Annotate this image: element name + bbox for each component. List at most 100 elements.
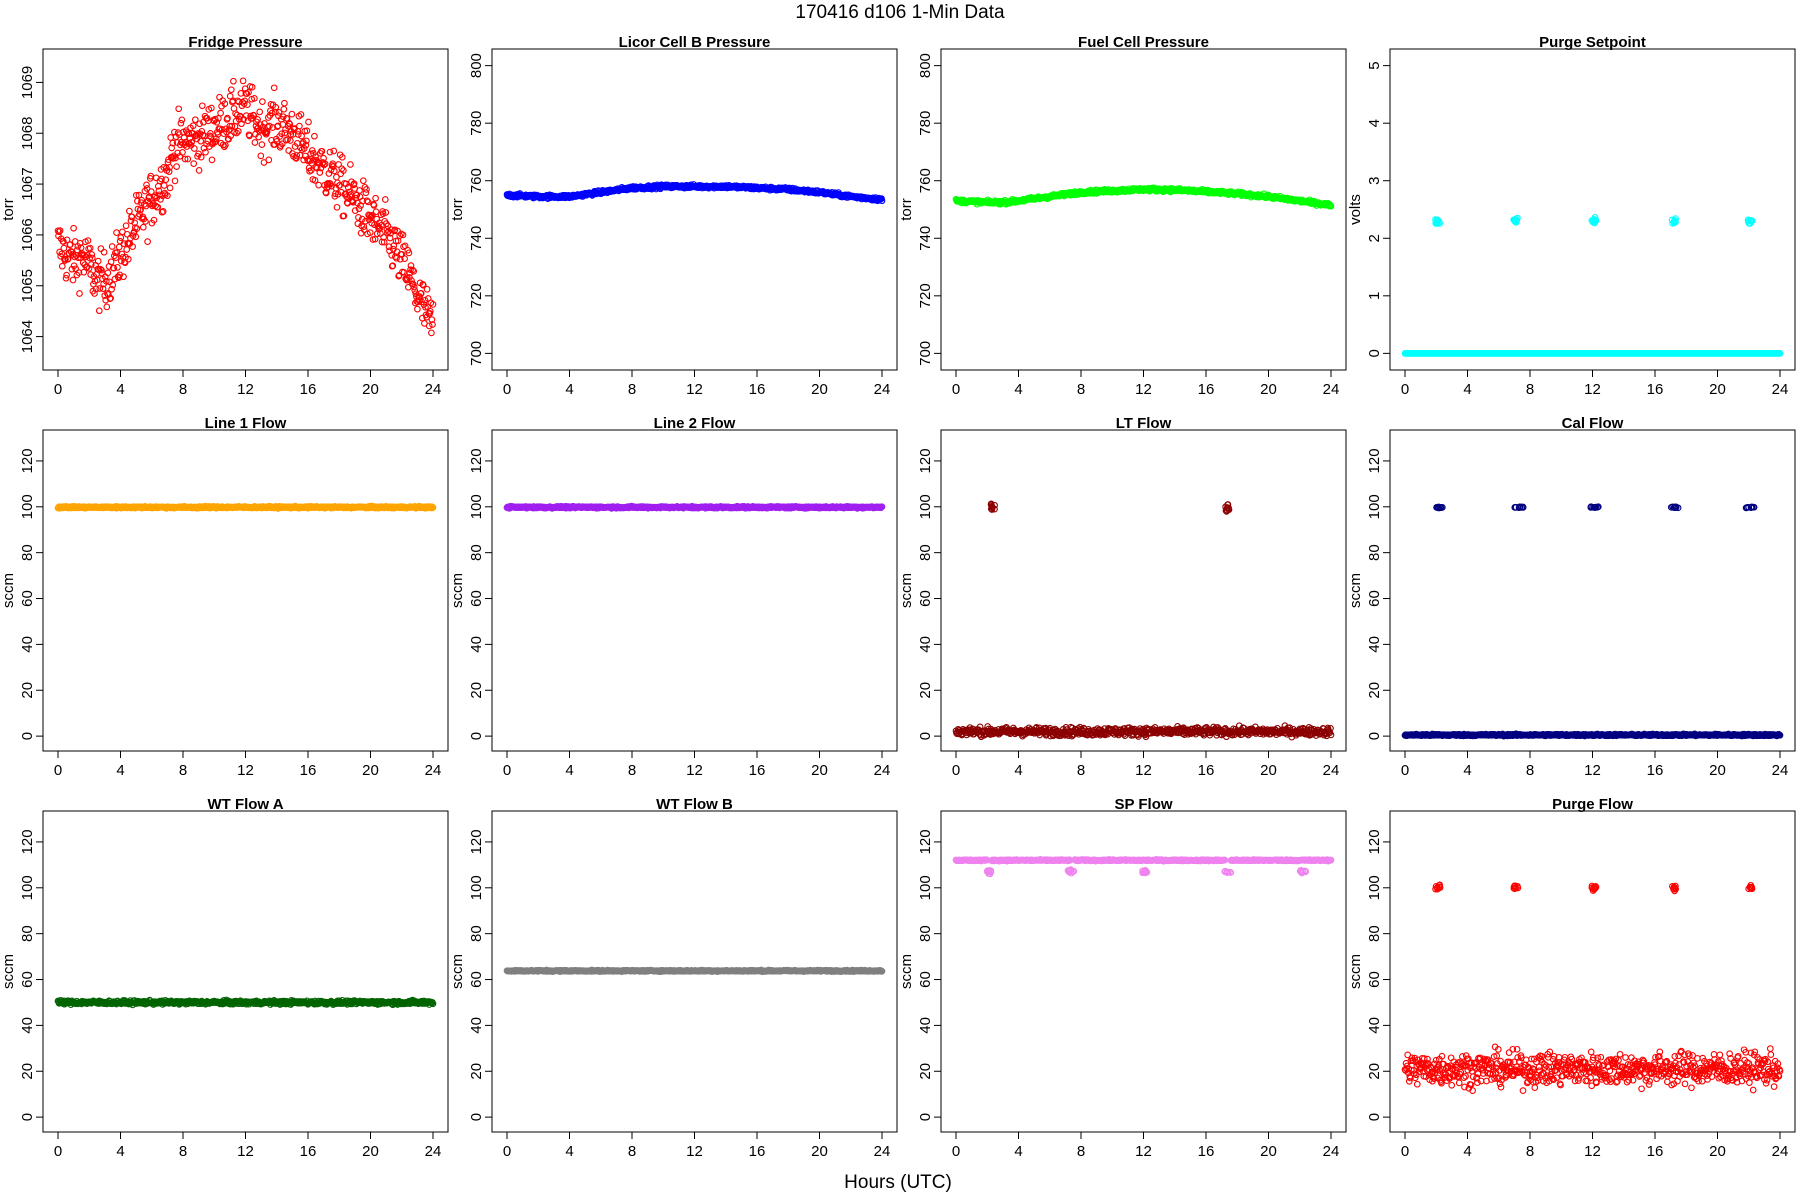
data-point (356, 187, 363, 194)
data-point (55, 228, 63, 236)
data-point (239, 77, 247, 85)
data-point (409, 266, 416, 274)
data-point (330, 147, 338, 155)
data-point (1670, 218, 1678, 225)
y-tick-label: 100 (917, 494, 934, 519)
data-point (258, 141, 266, 148)
x-tick-label: 8 (179, 762, 187, 779)
data-point (124, 255, 132, 263)
data-point (190, 160, 198, 167)
data-point (114, 264, 121, 271)
data-point (116, 271, 124, 279)
data-point (80, 268, 88, 276)
data-point (263, 128, 271, 135)
data-point (228, 122, 236, 130)
data-point (76, 290, 83, 297)
x-tick-label: 12 (237, 381, 254, 398)
data-point (259, 98, 266, 105)
data-point (256, 108, 264, 116)
x-tick-label: 12 (686, 381, 703, 398)
x-tick-label: 12 (1584, 381, 1601, 398)
data-point (164, 192, 171, 199)
data-point (380, 233, 387, 241)
data-point (143, 185, 151, 192)
data-point (198, 102, 206, 110)
y-tick-label: 100 (468, 494, 485, 519)
data-point (212, 135, 220, 143)
y-tick-label: 740 (917, 226, 934, 251)
data-point (251, 139, 259, 146)
data-point (377, 230, 384, 237)
y-tick-label: 800 (917, 53, 934, 78)
data-point (222, 141, 229, 149)
data-series (503, 502, 886, 512)
x-tick-label: 4 (1463, 381, 1471, 398)
data-point (131, 219, 139, 227)
data-point (265, 156, 273, 164)
data-point (102, 277, 110, 285)
data-point (288, 110, 296, 118)
data-point (227, 86, 235, 94)
plot-frame (42, 429, 449, 752)
data-point (362, 189, 370, 197)
x-tick-label: 12 (686, 762, 703, 779)
data-point (303, 137, 310, 145)
data-point (411, 287, 419, 294)
data-point (97, 265, 104, 273)
data-point (127, 217, 135, 225)
data-point (285, 147, 293, 154)
data-point (380, 238, 388, 246)
data-point (108, 285, 115, 293)
data-point (166, 163, 173, 171)
data-point (405, 249, 413, 257)
data-point (155, 187, 163, 195)
data-point (302, 141, 310, 149)
x-tick-label: 16 (300, 762, 317, 779)
data-point (359, 177, 367, 185)
y-tick-label: 720 (917, 283, 934, 308)
data-point (252, 122, 260, 130)
data-point (195, 167, 203, 174)
data-point (330, 167, 338, 175)
panel-title: Line 1 Flow (205, 415, 287, 432)
y-tick-label: 2 (1366, 234, 1383, 242)
data-point (134, 197, 141, 205)
data-point (133, 225, 141, 232)
data-point (87, 261, 95, 268)
data-point (355, 205, 363, 213)
panel-title: Fridge Pressure (188, 34, 302, 51)
data-point (126, 207, 133, 215)
data-point (272, 103, 280, 111)
data-point (278, 140, 286, 148)
data-point (363, 186, 370, 193)
y-axis-label: sccm (0, 573, 17, 608)
y-tick-label: 1067 (19, 167, 36, 200)
data-point (340, 167, 347, 174)
data-point (248, 95, 256, 103)
data-point (169, 139, 177, 147)
data-point (224, 114, 231, 122)
data-point (311, 177, 319, 184)
data-point (396, 232, 404, 239)
data-point (423, 285, 431, 293)
data-point (103, 303, 111, 311)
y-tick-label: 20 (19, 682, 36, 699)
panel-title: Fuel Cell Pressure (1078, 34, 1209, 51)
data-point (281, 129, 289, 137)
data-point (88, 251, 96, 258)
data-point (167, 134, 175, 141)
data-point (878, 197, 886, 205)
data-point (363, 197, 371, 205)
data-point (216, 93, 223, 101)
data-point (117, 257, 125, 265)
data-point (293, 152, 301, 159)
data-series (1401, 213, 1784, 357)
data-point (277, 142, 284, 149)
data-point (399, 231, 407, 239)
data-point (296, 122, 303, 130)
x-tick-label: 24 (874, 381, 891, 398)
data-series (54, 77, 437, 337)
data-point (207, 130, 214, 137)
